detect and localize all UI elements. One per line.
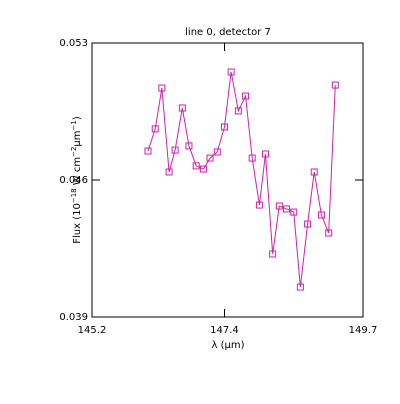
point-marker xyxy=(165,168,173,176)
y-label-part: μm xyxy=(72,130,83,146)
point-marker xyxy=(331,81,339,89)
point-marker xyxy=(199,165,207,173)
point-marker xyxy=(304,220,312,228)
point-marker xyxy=(242,92,250,100)
y-label-part: W cm xyxy=(72,157,83,188)
y-axis-label: Flux (10−18 W cm−2μm−1) xyxy=(70,116,83,244)
point-marker xyxy=(290,208,298,216)
point-marker xyxy=(144,147,152,155)
y-label-superscript: −2 xyxy=(70,147,78,157)
y-tick-label: 0.039 xyxy=(59,312,88,323)
chart-title: line 0, detector 7 xyxy=(185,27,271,38)
x-tick-label: 147.4 xyxy=(210,325,239,336)
point-marker xyxy=(213,148,221,156)
x-tick-label: 145.2 xyxy=(78,325,107,336)
point-marker xyxy=(234,107,242,115)
point-marker xyxy=(275,202,283,210)
x-axis-label: λ (μm) xyxy=(211,340,244,351)
point-marker xyxy=(248,154,256,162)
y-tick-label: 0.046 xyxy=(59,175,88,186)
point-marker xyxy=(178,104,186,112)
point-marker xyxy=(317,211,325,219)
point-marker xyxy=(296,283,304,291)
point-marker xyxy=(192,162,200,170)
x-tick-label: 149.7 xyxy=(349,325,378,336)
series-line xyxy=(147,71,336,288)
point-marker xyxy=(283,205,291,213)
y-label-part: Flux (10 xyxy=(72,203,83,244)
point-marker xyxy=(185,142,193,150)
point-marker xyxy=(325,229,333,237)
point-marker xyxy=(310,168,318,176)
point-marker xyxy=(151,125,159,133)
point-marker xyxy=(269,250,277,258)
point-marker xyxy=(261,150,269,158)
point-marker xyxy=(227,68,235,76)
y-label-superscript: −18 xyxy=(70,188,78,203)
point-marker xyxy=(158,84,166,92)
point-marker xyxy=(206,154,214,162)
point-marker xyxy=(171,146,179,154)
y-label-superscript: −1 xyxy=(70,120,78,130)
plot-frame xyxy=(91,42,364,318)
y-label-part: ) xyxy=(72,116,83,120)
point-marker xyxy=(255,201,263,209)
point-marker xyxy=(220,123,228,131)
y-tick-label: 0.053 xyxy=(59,38,88,49)
